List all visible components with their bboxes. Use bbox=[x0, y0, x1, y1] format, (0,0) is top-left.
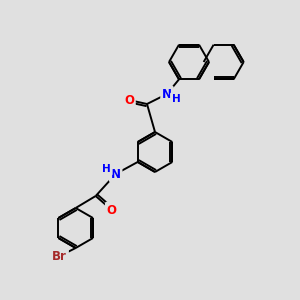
Text: Br: Br bbox=[52, 250, 67, 262]
Text: N: N bbox=[162, 88, 172, 100]
Text: H: H bbox=[172, 94, 180, 104]
Text: N: N bbox=[111, 167, 121, 181]
Text: H: H bbox=[102, 164, 111, 174]
Text: O: O bbox=[107, 203, 117, 217]
Text: O: O bbox=[124, 94, 134, 106]
